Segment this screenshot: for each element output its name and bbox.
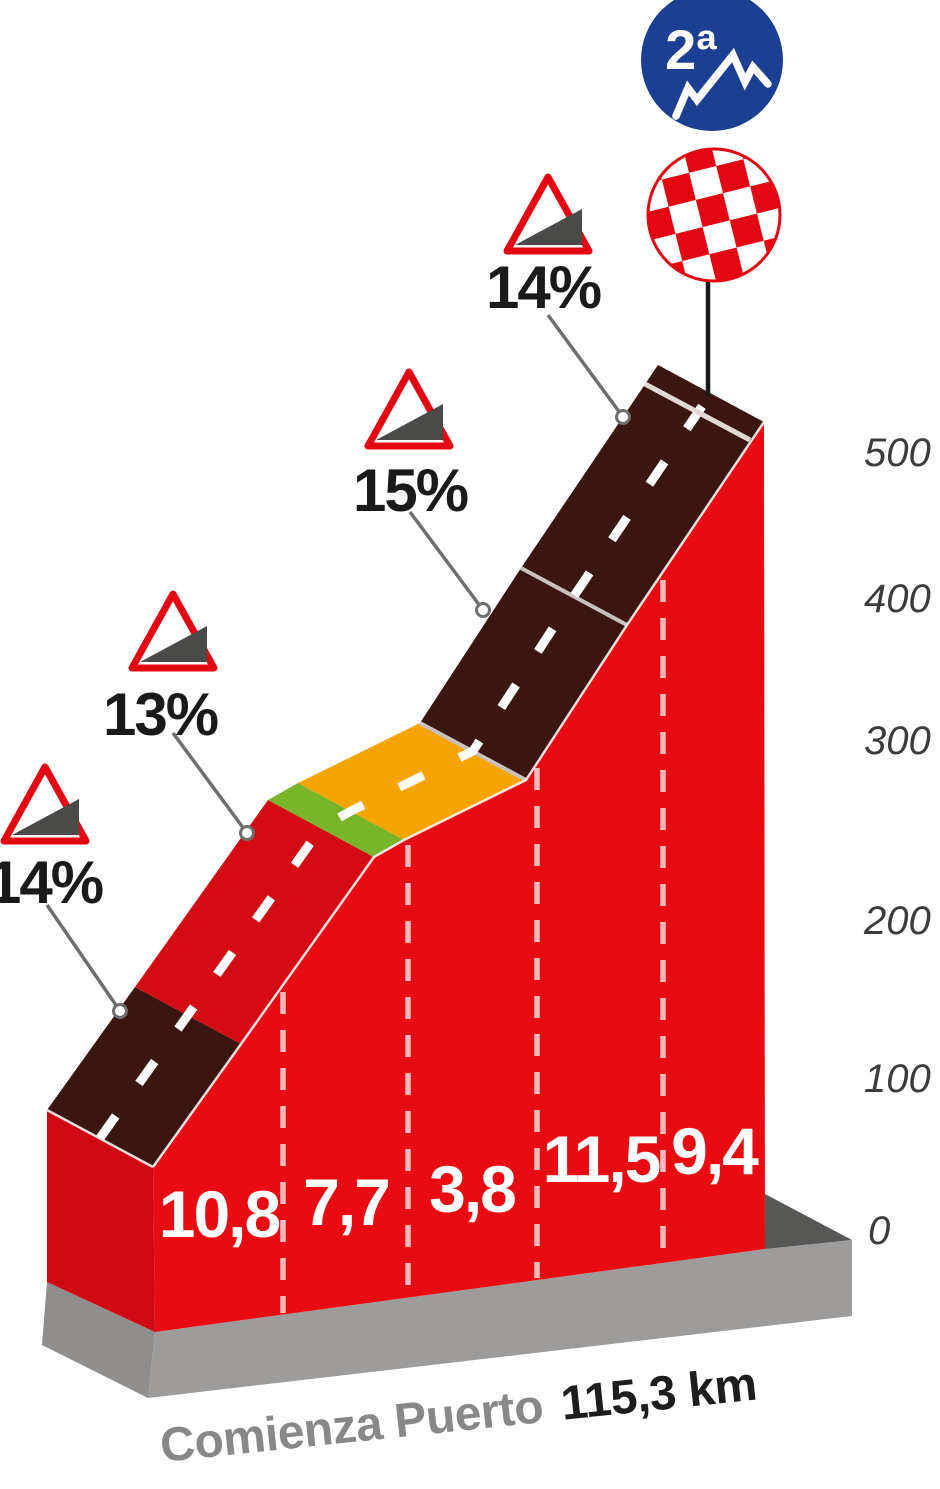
callout-anchor-1 <box>112 1003 128 1019</box>
sector-length-4: 11,5 <box>543 1122 660 1196</box>
road-segment-green <box>268 783 404 857</box>
callout-line-3 <box>408 510 485 612</box>
steep-warning-icon <box>0 763 90 845</box>
axis-tick-0: 0 <box>868 1209 890 1253</box>
gradient-label-3: 15% <box>353 457 468 524</box>
road-start-edge <box>46 1108 154 1169</box>
road-segment-red <box>135 800 374 1044</box>
gradient-callout-anchors <box>112 409 631 1019</box>
gradient-label-1: 14% <box>0 849 103 916</box>
sector-length-1: 10,8 <box>159 1177 280 1251</box>
sector-length-5: 9,4 <box>671 1114 759 1188</box>
pedestal-front-face <box>148 1240 852 1398</box>
callout-anchor-2 <box>239 825 255 841</box>
checkered-flag-icon <box>646 147 782 283</box>
road-front-edge-highlight <box>151 421 766 1168</box>
gradient-markers: 14% 13% 15% 14% <box>0 173 603 916</box>
summit-band <box>643 381 752 443</box>
caption-start-label: Comienza Puerto <box>158 1380 546 1473</box>
caption-distance: 115,3 km <box>558 1358 759 1431</box>
road-segment-steep-3 <box>521 365 764 625</box>
road-centerline-dashes <box>96 390 715 1141</box>
axis-tick-400: 400 <box>864 577 931 621</box>
gradient-label-4: 14% <box>486 254 601 321</box>
axis-tick-100: 100 <box>864 1057 931 1101</box>
category-badge-circle <box>641 0 783 131</box>
steep-warning-icon <box>503 173 593 255</box>
summit-marker <box>646 147 782 397</box>
gradient-label-2: 13% <box>103 681 218 748</box>
category-badge: 2ª <box>641 0 783 131</box>
callout-anchor-3 <box>475 602 491 618</box>
profile-left-face <box>47 1110 155 1332</box>
mountain-icon <box>672 47 772 120</box>
steep-warning-icon <box>364 368 454 450</box>
pedestal <box>42 1194 852 1398</box>
sector-length-3: 3,8 <box>429 1152 515 1226</box>
pedestal-left-face <box>42 1282 155 1398</box>
callout-anchor-4 <box>615 409 631 425</box>
callout-line-2 <box>171 731 249 835</box>
callout-line-4 <box>546 313 625 419</box>
road-ribbon <box>46 365 766 1169</box>
axis-tick-500: 500 <box>864 431 931 475</box>
elevation-axis: 500 400 300 200 100 0 <box>863 431 931 1253</box>
road-seam-2 <box>520 566 628 627</box>
sector-dividers <box>280 580 666 1313</box>
axis-tick-200: 200 <box>863 899 931 943</box>
callout-line-1 <box>45 904 122 1012</box>
sector-length-2: 7,7 <box>303 1165 389 1239</box>
pedestal-top-wedge <box>765 1194 852 1249</box>
sector-length-labels: 10,8 7,7 3,8 11,5 9,4 <box>159 1114 761 1251</box>
road-segment-steep-2 <box>420 568 627 780</box>
steep-warning-icon <box>128 590 218 672</box>
axis-tick-300: 300 <box>864 719 931 763</box>
category-badge-label: 2ª <box>665 18 717 81</box>
gradient-callout-lines <box>45 313 625 1012</box>
